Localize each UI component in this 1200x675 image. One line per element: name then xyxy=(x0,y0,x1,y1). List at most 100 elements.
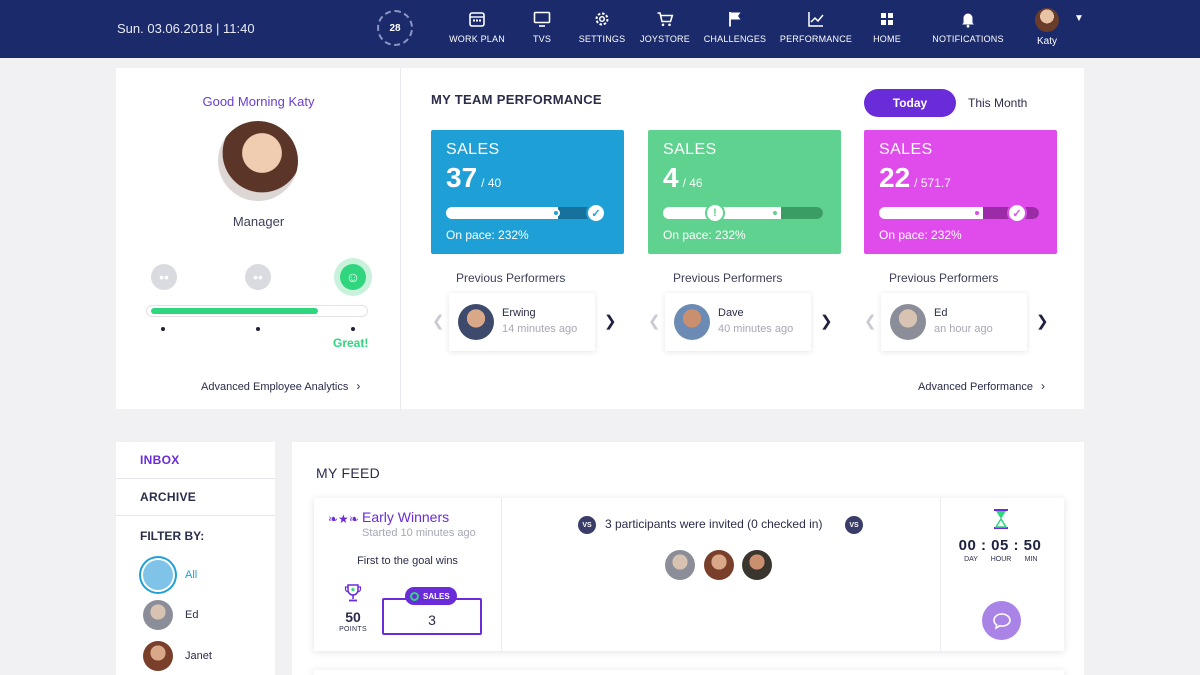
chevron-left-icon[interactable]: ❮ xyxy=(432,313,445,330)
kpi-progress-bar: ✓ xyxy=(446,203,606,223)
kpi-value-row: 4/ 46 xyxy=(663,162,703,194)
happy-face-icon: ☺ xyxy=(345,269,361,285)
chevron-right-icon[interactable]: ❯ xyxy=(820,313,833,330)
kpi-progress-marker xyxy=(771,209,779,217)
kpi-pill: SALES xyxy=(405,587,457,605)
nav-work-plan[interactable]: WORK PLAN xyxy=(437,10,517,44)
challenge-kpi-box: SALES 3 xyxy=(382,587,482,635)
kpi-value-row: 22/ 571.7 xyxy=(879,162,951,194)
advanced-employee-analytics-link[interactable]: Advanced Employee Analytics › xyxy=(201,379,360,393)
kpi-target: / 571.7 xyxy=(914,176,951,190)
countdown-unit: DAY xyxy=(964,556,978,563)
nav-label: PERFORMANCE xyxy=(779,34,853,44)
mood-sad-button[interactable]: •• xyxy=(151,264,177,290)
inbox-filter-panel: INBOX ARCHIVE FILTER BY: All Ed Janet xyxy=(116,442,275,675)
nav-performance[interactable]: PERFORMANCE xyxy=(776,10,856,44)
countdown-unit: HOUR xyxy=(990,556,1012,563)
kpi-goal-zone xyxy=(781,207,823,219)
nav-label: NOTIFICATIONS xyxy=(932,34,1004,44)
previous-performers-label: Previous Performers xyxy=(456,271,566,285)
flag-icon xyxy=(729,12,741,27)
mood-slider[interactable] xyxy=(146,305,368,317)
participants-invited-text: 3 participants were invited (0 checked i… xyxy=(605,517,823,531)
chevron-right-icon[interactable]: ❯ xyxy=(604,313,617,330)
nav-notifications[interactable]: NOTIFICATIONS xyxy=(928,10,1008,44)
my-feed-panel: MY FEED ❧★❧ Early Winners Started 10 min… xyxy=(292,442,1084,675)
challenge-kpi-value: 3 xyxy=(428,612,436,628)
kpi-progress-bar: ✓ xyxy=(879,203,1039,223)
user-avatar[interactable] xyxy=(1035,8,1059,32)
hourglass-icon xyxy=(994,509,1008,529)
kpi-label: SALES xyxy=(663,141,717,158)
filter-all[interactable]: All xyxy=(143,560,273,590)
mood-neutral-button[interactable]: •• xyxy=(245,264,271,290)
kpi-pill-label: SALES xyxy=(423,591,450,601)
mood-happy-button[interactable]: ☺ xyxy=(340,264,366,290)
filter-name: Ed xyxy=(185,609,199,621)
performer-card[interactable]: Ed an hour ago xyxy=(881,293,1027,351)
divider xyxy=(501,498,502,651)
smile-face-icon: •• xyxy=(253,269,263,285)
kpi-pace: On pace: 232% xyxy=(446,228,529,242)
kpi-card[interactable]: SALES 37/ 40 ✓ On pace: 232% xyxy=(431,130,624,254)
kpi-value: 37 xyxy=(446,162,478,193)
user-role: Manager xyxy=(232,214,285,229)
link-label: Advanced Performance xyxy=(918,381,1033,393)
divider xyxy=(940,498,941,651)
chevron-left-icon[interactable]: ❮ xyxy=(648,313,661,330)
performer-name: Dave xyxy=(718,307,744,319)
group-icon xyxy=(143,560,173,590)
kpi-card[interactable]: SALES 4/ 46 ! On pace: 232% xyxy=(648,130,841,254)
nav-tvs[interactable]: TVS xyxy=(502,10,582,44)
team-performance-panel: MY TEAM PERFORMANCE Today This Month SAL… xyxy=(401,68,1084,409)
archive-tab[interactable]: ARCHIVE xyxy=(116,479,275,516)
day-counter-badge: 28 xyxy=(377,10,413,46)
filter-by-label: FILTER BY: xyxy=(140,529,205,543)
trophy-icon xyxy=(344,584,362,602)
chevron-right-icon: › xyxy=(356,379,361,393)
avatar xyxy=(143,600,173,630)
filter-janet[interactable]: Janet xyxy=(143,641,273,671)
inbox-label: INBOX xyxy=(140,453,180,467)
nav-joystore[interactable]: JOYSTORE xyxy=(625,10,705,44)
chevron-right-icon[interactable]: ❯ xyxy=(1036,313,1049,330)
nav-label: SETTINGS xyxy=(578,34,626,44)
performer-name: Erwing xyxy=(502,307,536,319)
gear-icon xyxy=(595,12,609,26)
profile-photo xyxy=(218,121,298,201)
this-month-tab[interactable]: This Month xyxy=(968,96,1028,110)
participant-avatar[interactable] xyxy=(665,550,695,580)
nav-home[interactable]: HOME xyxy=(847,10,927,44)
participant-avatar[interactable] xyxy=(742,550,772,580)
previous-performers-label: Previous Performers xyxy=(889,271,999,285)
check-icon: ✓ xyxy=(586,203,606,223)
performer-card[interactable]: Erwing 14 minutes ago xyxy=(449,293,595,351)
chevron-left-icon[interactable]: ❮ xyxy=(864,313,877,330)
kpi-label: SALES xyxy=(879,141,933,158)
nav-settings[interactable]: SETTINGS xyxy=(562,10,642,44)
performer-card[interactable]: Dave 40 minutes ago xyxy=(665,293,811,351)
performer-time: 40 minutes ago xyxy=(718,323,794,335)
performer-name: Ed xyxy=(934,307,948,319)
kpi-target: / 46 xyxy=(682,176,703,190)
performer-time: an hour ago xyxy=(934,323,993,335)
user-name[interactable]: Katy xyxy=(1036,36,1057,47)
mood-step-dot xyxy=(351,327,355,331)
chevron-down-icon[interactable]: ▼ xyxy=(1074,13,1084,24)
kpi-card[interactable]: SALES 22/ 571.7 ✓ On pace: 232% xyxy=(864,130,1057,254)
filter-ed[interactable]: Ed xyxy=(143,600,273,630)
next-feed-card[interactable] xyxy=(314,670,1064,675)
advanced-performance-link[interactable]: Advanced Performance › xyxy=(918,379,1045,393)
participant-avatar[interactable] xyxy=(704,550,734,580)
calendar-icon xyxy=(469,12,485,27)
vs-badge: VS xyxy=(578,516,596,534)
inbox-tab[interactable]: INBOX xyxy=(116,442,275,479)
today-tab[interactable]: Today xyxy=(864,89,956,117)
nav-challenges[interactable]: CHALLENGES xyxy=(695,10,775,44)
challenge-countdown: 00 : 05 : 50 xyxy=(958,537,1042,554)
grid-icon xyxy=(881,13,893,25)
challenge-card[interactable]: ❧★❧ Early Winners Started 10 minutes ago… xyxy=(314,498,1064,651)
comment-button[interactable] xyxy=(982,601,1021,640)
performer-time: 14 minutes ago xyxy=(502,323,578,335)
avatar xyxy=(674,304,710,340)
